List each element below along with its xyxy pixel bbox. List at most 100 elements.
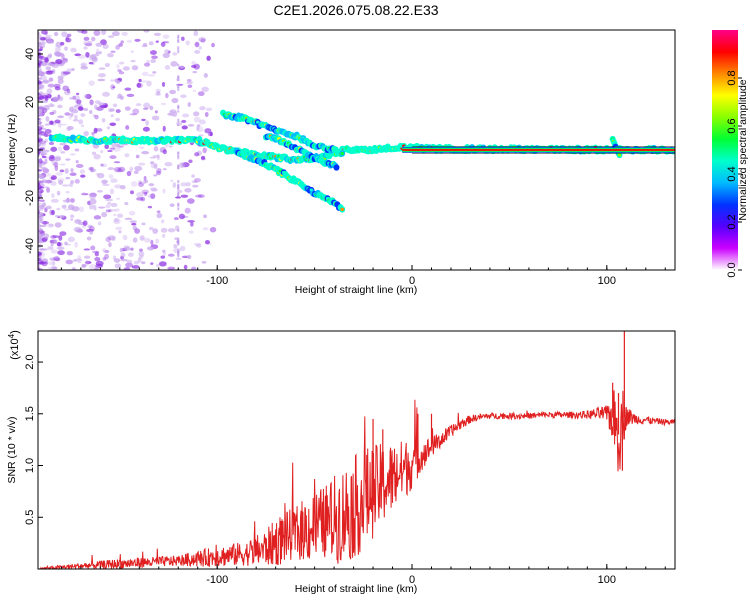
noise-speck: [70, 180, 74, 184]
noise-speck: [59, 123, 68, 126]
noise-speck: [113, 258, 121, 263]
noise-streak: [177, 105, 180, 109]
noise-speck: [57, 146, 63, 152]
y-tick-label: 1.5: [24, 406, 36, 421]
noise-speck: [47, 40, 51, 44]
noise-speck: [97, 221, 102, 226]
noise-speck: [53, 162, 59, 168]
noise-speck: [38, 180, 45, 184]
noise-speck: [52, 266, 58, 270]
noise-speck: [83, 248, 91, 251]
noise-speck: [71, 206, 80, 212]
x-tick-label: -100: [206, 275, 228, 287]
noise-speck: [152, 228, 159, 234]
noise-speck: [56, 190, 61, 196]
noise-speck: [112, 86, 116, 89]
noise-speck: [48, 223, 54, 227]
noise-speck: [141, 118, 146, 122]
noise-speck: [156, 212, 163, 219]
noise-speck: [105, 236, 111, 243]
noise-speck: [85, 94, 92, 100]
noise-speck: [82, 220, 88, 226]
noise-speck: [55, 172, 63, 176]
noise-speck: [102, 257, 107, 261]
noise-speck: [43, 58, 50, 63]
noise-speck: [50, 61, 57, 65]
noise-speck: [191, 180, 198, 184]
noise-speck: [70, 218, 74, 221]
noise-speck: [139, 235, 145, 241]
noise-speck: [156, 210, 161, 214]
colorbar-tick-label: 0.8: [726, 70, 738, 85]
noise-speck: [155, 238, 160, 244]
noise-speck: [153, 174, 158, 177]
noise-speck: [111, 31, 120, 37]
noise-speck: [59, 142, 67, 146]
noise-speck: [147, 74, 156, 77]
noise-streak: [177, 237, 180, 243]
noise-speck: [85, 52, 90, 58]
noise-speck: [96, 172, 105, 179]
noise-streak: [177, 164, 180, 170]
noise-speck: [38, 208, 41, 215]
noise-streak: [177, 203, 180, 206]
noise-speck: [38, 77, 42, 80]
noise-speck: [52, 69, 56, 74]
trace-core: [617, 153, 622, 157]
noise-speck: [87, 224, 93, 229]
noise-speck: [114, 263, 122, 269]
noise-speck: [156, 90, 161, 96]
colorbar-tick-label: 0.6: [726, 118, 738, 133]
noise-speck: [118, 61, 125, 65]
noise-speck: [196, 244, 202, 248]
noise-speck: [70, 198, 75, 203]
noise-speck: [41, 204, 45, 208]
noise-speck: [38, 251, 42, 256]
noise-speck: [204, 240, 210, 245]
noise-streak: [177, 184, 180, 188]
noise-speck: [38, 203, 41, 207]
noise-speck: [38, 134, 41, 140]
noise-speck: [89, 198, 97, 205]
noise-speck: [98, 129, 102, 132]
noise-speck: [128, 210, 136, 216]
noise-speck: [111, 143, 117, 148]
noise-speck: [118, 43, 123, 47]
noise-speck: [50, 198, 59, 203]
noise-speck: [81, 225, 87, 229]
noise-speck: [100, 39, 107, 46]
noise-speck: [156, 263, 160, 268]
noise-speck: [102, 44, 109, 49]
noise-speck: [44, 138, 48, 143]
noise-speck: [94, 256, 101, 262]
noise-speck: [57, 250, 65, 256]
noise-speck: [67, 236, 75, 243]
noise-speck: [38, 84, 42, 89]
noise-speck: [161, 81, 166, 87]
noise-speck: [162, 52, 170, 58]
noise-speck: [211, 42, 215, 48]
noise-speck: [138, 180, 142, 185]
snr-scale-suffix: ): [9, 330, 21, 334]
trace-core: [340, 207, 345, 212]
noise-speck: [203, 73, 208, 78]
noise-speck: [38, 222, 41, 229]
noise-speck: [58, 179, 64, 185]
y-tick-label: -20: [24, 190, 36, 206]
noise-speck: [38, 35, 43, 39]
noise-speck: [62, 71, 71, 75]
noise-speck: [175, 257, 182, 260]
noise-speck: [70, 214, 75, 218]
noise-speck: [95, 42, 103, 47]
noise-speck: [74, 148, 80, 152]
snr-frame: [37, 330, 676, 570]
noise-speck: [129, 166, 134, 173]
noise-speck: [94, 251, 99, 257]
colorbar-gradient: [712, 30, 738, 270]
noise-speck: [38, 80, 42, 85]
y-tick-label: 2.0: [24, 354, 36, 369]
noise-speck: [94, 267, 99, 270]
spectrogram-axes: -100 0 100 -40 -20 0 20 40: [24, 48, 666, 287]
noise-speck: [110, 178, 118, 183]
noise-speck: [38, 233, 43, 238]
